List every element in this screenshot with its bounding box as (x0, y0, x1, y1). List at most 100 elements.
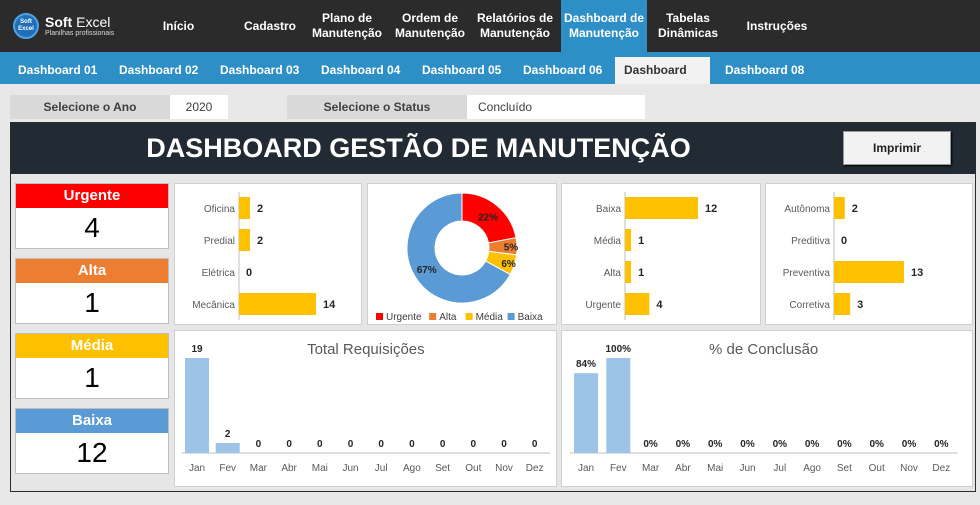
tick-label-abr: Abr (281, 463, 297, 474)
legend-label-alta: Alta (439, 312, 457, 323)
data-label-out: 0 (471, 439, 477, 450)
chart-prioridade-donut: 22% 5% 6% 67% Urgente Alta Média Baixa (376, 192, 543, 323)
data-label-jul: 0 (378, 439, 384, 450)
data-label-fev: 100% (606, 344, 632, 355)
tab-dashboard-07[interactable]: Dashboard 07 (615, 57, 710, 103)
legend-swatch-urgente (376, 313, 383, 320)
chart-title: % de Conclusão (709, 341, 818, 358)
tab-dashboard-08[interactable]: Dashboard 08 (725, 63, 805, 77)
tab-dashboard-04[interactable]: Dashboard 04 (321, 63, 401, 77)
bar-media (625, 229, 632, 251)
legend-label-baixa: Baixa (518, 312, 543, 323)
chart-title: Total Requisições (307, 341, 425, 358)
brand-name: Soft (45, 14, 73, 30)
data-label-jan: 84% (576, 359, 596, 370)
bar-autonoma (834, 197, 845, 219)
nav-cadastro[interactable]: Cadastro (243, 18, 296, 33)
tick-label-out: Out (869, 463, 885, 474)
tick-label-jan: Jan (578, 463, 594, 474)
dashboard-title: DASHBOARD GESTÃO DE MANUTENÇÃO (146, 133, 691, 163)
data-label-ago: 0 (409, 439, 415, 450)
data-label-mai: 0 (317, 439, 323, 450)
priority-card-media: Média 1 (15, 333, 169, 399)
chart-panel-prioridade-donut: 22% 5% 6% 67% Urgente Alta Média Baixa (367, 183, 557, 325)
bar-baixa (625, 197, 698, 219)
bar-urgente (625, 293, 650, 315)
nav-ordem-manutencao[interactable]: Ordem de Manutenção (394, 11, 465, 40)
tick-label-ago: Ago (403, 463, 421, 474)
tick-label-abr: Abr (675, 463, 691, 474)
tab-dashboard-02[interactable]: Dashboard 02 (119, 63, 199, 77)
data-label-jun: 0 (348, 439, 354, 450)
legend-swatch-media (465, 313, 473, 320)
slice-label-media: 6% (501, 259, 516, 270)
bar-jan (574, 373, 598, 453)
chart-setor: Oficina 2 Predial 2 Elétrica 0 Mecânica 14 (192, 192, 336, 320)
legend-label-urgente: Urgente (386, 312, 422, 323)
tab-dashboard-05[interactable]: Dashboard 05 (422, 63, 502, 77)
tick-label-ago: Ago (803, 463, 821, 474)
data-label-jul: 0% (773, 439, 788, 450)
legend-label-media: Média (476, 312, 504, 323)
data-label-urgente: 4 (656, 299, 663, 311)
tick-label-predial: Predial (204, 236, 235, 247)
bar-corretiva (834, 293, 851, 315)
data-label-mecanica: 14 (323, 299, 336, 311)
print-button[interactable]: Imprimir (843, 131, 951, 165)
tick-label-corretiva: Corretiva (789, 300, 830, 311)
data-label-predial: 2 (257, 235, 263, 247)
nav-relatorios-manutencao[interactable]: Relatórios de Manutenção (476, 11, 554, 40)
year-label: Selecione o Ano (10, 95, 170, 119)
data-label-jan: 19 (191, 344, 203, 355)
tick-label-baixa: Baixa (596, 204, 621, 215)
data-label-autonoma: 2 (852, 203, 858, 215)
nav-inicio[interactable]: Início (162, 18, 195, 33)
tab-dashboard-01[interactable]: Dashboard 01 (18, 63, 98, 77)
tick-label-fev: Fev (610, 463, 627, 474)
priority-label-media: Média (16, 334, 168, 358)
status-select[interactable]: Concluído (467, 95, 645, 119)
nav-dashboard-manutencao[interactable]: Dashboard de Manutenção (561, 0, 647, 52)
data-label-out: 0% (869, 439, 884, 450)
tick-label-mar: Mar (642, 463, 660, 474)
tick-label-jun: Jun (342, 463, 358, 474)
data-label-dez: 0 (532, 439, 538, 450)
data-label-jun: 0% (740, 439, 755, 450)
tab-dashboard-03[interactable]: Dashboard 03 (220, 63, 300, 77)
tick-label-jan: Jan (189, 463, 205, 474)
tick-label-dez: Dez (526, 463, 544, 474)
chart-total-requisicoes: Total Requisições 19 Jan 2 Fev 0 Mar 0 Abr 0 Mai 0 J… (181, 341, 551, 474)
nav-instrucoes[interactable]: Instruções (746, 18, 808, 33)
data-label-mai: 0% (708, 439, 723, 450)
tick-label-preventiva: Preventiva (783, 268, 831, 279)
nav-plano-manutencao[interactable]: Plano de Manutenção (311, 11, 382, 40)
chart-prioridade: Baixa 12 Média 1 Alta 1 Urgente 4 (585, 192, 717, 320)
bar-preventiva (834, 261, 904, 283)
tab-dashboard-06[interactable]: Dashboard 06 (523, 63, 603, 77)
bar-predial (239, 229, 250, 251)
priority-label-alta: Alta (16, 259, 168, 283)
tick-label-dez: Dez (932, 463, 950, 474)
tick-label-jul: Jul (375, 463, 388, 474)
legend-swatch-baixa (507, 313, 515, 320)
data-label-baixa: 12 (705, 203, 717, 215)
logo: Soft Excel Soft Excel Planilhas profissio… (0, 0, 120, 52)
tick-label-out: Out (465, 463, 481, 474)
tick-label-mar: Mar (250, 463, 268, 474)
year-select[interactable]: 2020 (170, 95, 228, 119)
tick-label-fev: Fev (219, 463, 236, 474)
tick-label-jul: Jul (773, 463, 786, 474)
chart-tipo: Autônoma 2 Preditiva 0 Preventiva 13 Corretiva… (783, 192, 923, 320)
data-label-eletrica: 0 (246, 267, 252, 279)
bar-alta (625, 261, 632, 283)
data-label-abr: 0% (676, 439, 691, 450)
data-label-nov: 0 (501, 439, 507, 450)
priority-label-baixa: Baixa (16, 409, 168, 433)
tick-label-alta: Alta (604, 268, 622, 279)
data-label-oficina: 2 (257, 203, 263, 215)
slice-label-alta: 5% (504, 242, 519, 253)
chart-panel-conclusao: % de Conclusão 84% Jan 100% Fev 0% Mar 0% Abr 0% M… (561, 330, 973, 487)
bar-fev (606, 358, 631, 453)
data-label-fev: 2 (225, 429, 231, 440)
nav-tabelas-dinamicas[interactable]: Tabelas Dinâmicas (657, 11, 719, 40)
